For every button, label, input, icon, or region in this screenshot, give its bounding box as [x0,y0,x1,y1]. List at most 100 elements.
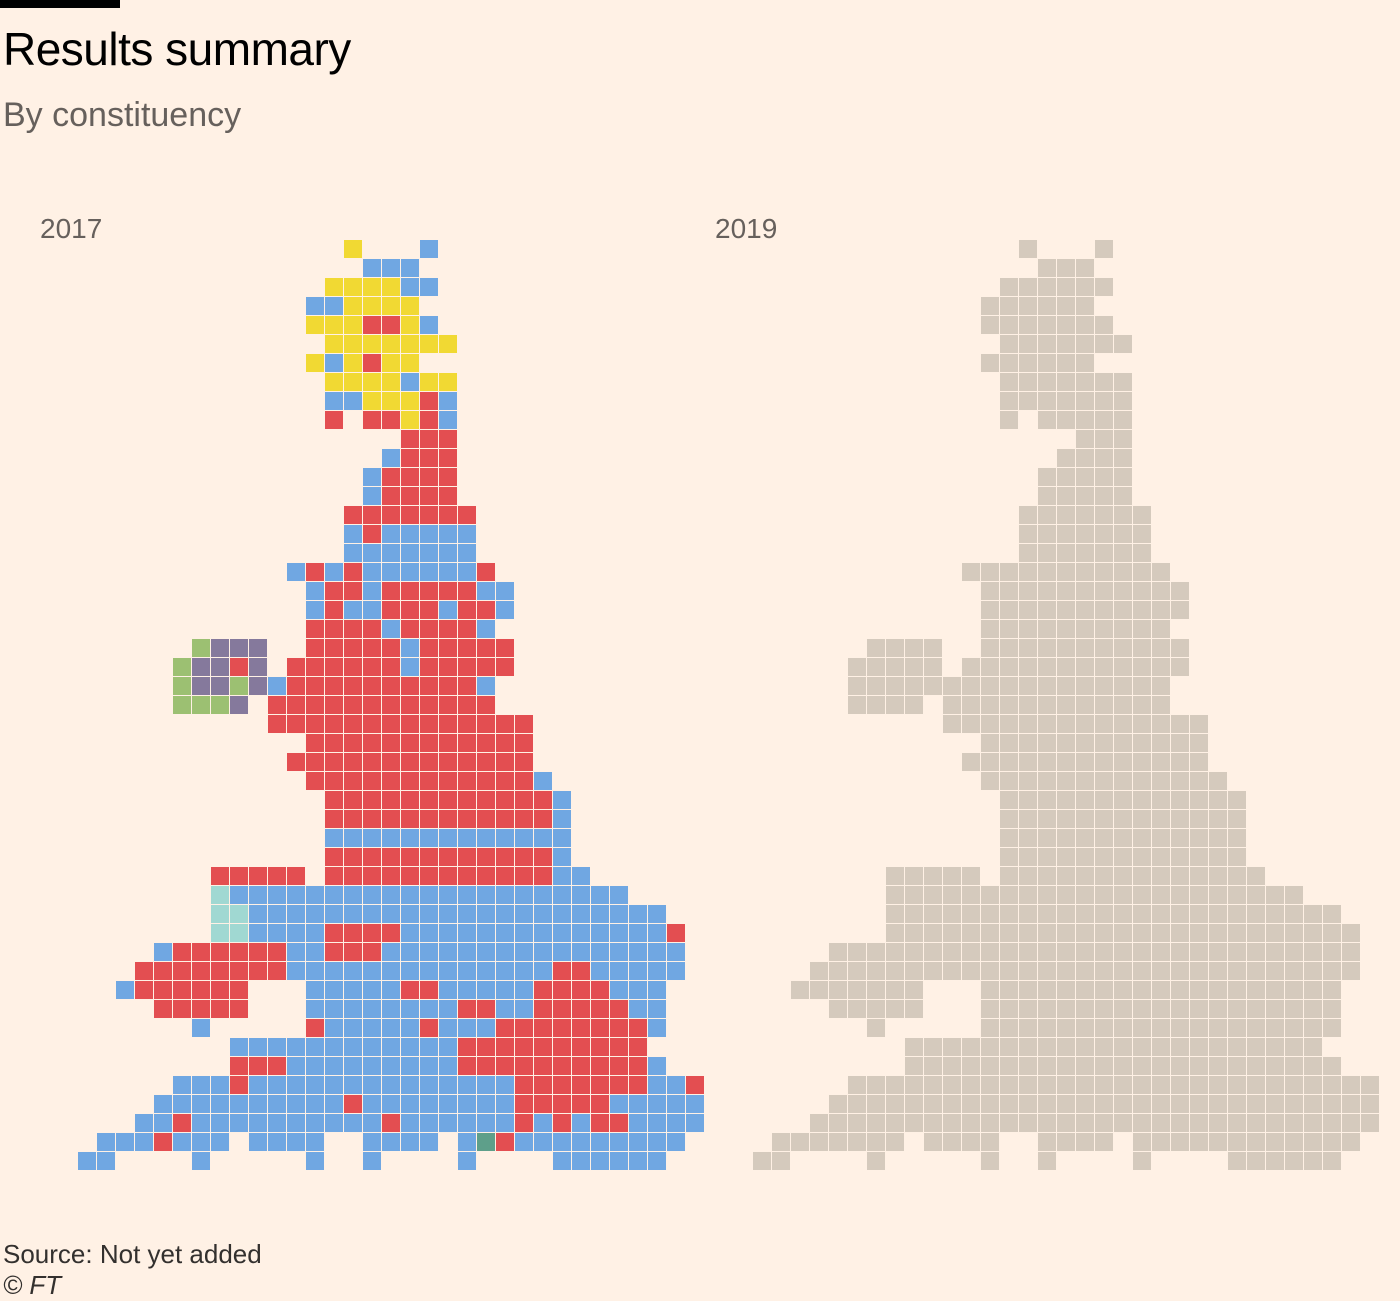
constituency-cell-2017-conservative[interactable] [306,1076,324,1094]
constituency-cell-2017-labour[interactable] [306,734,324,752]
constituency-cell-2019-pending[interactable] [1209,867,1227,885]
constituency-cell-2019-pending[interactable] [981,1000,999,1018]
constituency-cell-2019-pending[interactable] [1133,753,1151,771]
constituency-cell-2017-conservative[interactable] [287,1076,305,1094]
constituency-cell-2017-conservative[interactable] [515,886,533,904]
constituency-cell-2019-pending[interactable] [924,1133,942,1151]
constituency-cell-2017-conservative[interactable] [496,582,514,600]
constituency-cell-2019-pending[interactable] [1057,981,1075,999]
constituency-cell-2019-pending[interactable] [1114,753,1132,771]
constituency-cell-2019-pending[interactable] [886,1114,904,1132]
constituency-cell-2017-labour[interactable] [515,1076,533,1094]
constituency-cell-2017-conservative[interactable] [401,905,419,923]
constituency-cell-2017-conservative[interactable] [591,943,609,961]
constituency-cell-2017-labour[interactable] [515,1057,533,1075]
constituency-cell-2017-conservative[interactable] [439,1057,457,1075]
constituency-cell-2017-labour[interactable] [477,848,495,866]
constituency-cell-2017-conservative[interactable] [401,544,419,562]
constituency-cell-2019-pending[interactable] [1209,943,1227,961]
constituency-cell-2017-labour[interactable] [534,867,552,885]
constituency-cell-2017-conservative[interactable] [458,544,476,562]
constituency-cell-2017-labour[interactable] [249,962,267,980]
constituency-cell-2019-pending[interactable] [1190,981,1208,999]
constituency-cell-2019-pending[interactable] [829,981,847,999]
constituency-cell-2019-pending[interactable] [867,981,885,999]
constituency-cell-2017-conservative[interactable] [325,297,343,315]
constituency-cell-2017-conservative[interactable] [344,829,362,847]
constituency-cell-2017-conservative[interactable] [306,886,324,904]
constituency-cell-2017-labour[interactable] [154,981,172,999]
constituency-cell-2017-labour[interactable] [477,563,495,581]
constituency-cell-2019-pending[interactable] [1000,715,1018,733]
constituency-cell-2019-pending[interactable] [1057,1114,1075,1132]
constituency-cell-2019-pending[interactable] [1152,848,1170,866]
constituency-cell-2019-pending[interactable] [1247,943,1265,961]
constituency-cell-2019-pending[interactable] [1152,1000,1170,1018]
constituency-cell-2017-conservative[interactable] [363,905,381,923]
constituency-cell-2017-labour[interactable] [363,943,381,961]
constituency-cell-2019-pending[interactable] [1000,1114,1018,1132]
constituency-cell-2019-pending[interactable] [1209,1019,1227,1037]
constituency-cell-2019-pending[interactable] [1190,962,1208,980]
constituency-cell-2019-pending[interactable] [1038,962,1056,980]
constituency-cell-2017-labour[interactable] [135,962,153,980]
constituency-cell-2017-labour[interactable] [382,487,400,505]
constituency-cell-2017-labour[interactable] [458,734,476,752]
constituency-cell-2017-labour[interactable] [477,639,495,657]
constituency-cell-2017-conservative[interactable] [344,1114,362,1132]
constituency-cell-2017-conservative[interactable] [572,943,590,961]
constituency-cell-2019-pending[interactable] [1133,810,1151,828]
constituency-cell-2019-pending[interactable] [867,658,885,676]
constituency-cell-2017-labour[interactable] [306,563,324,581]
constituency-cell-2019-pending[interactable] [981,1019,999,1037]
constituency-cell-2017-conservative[interactable] [78,1152,96,1170]
constituency-cell-2017-conservative[interactable] [363,487,381,505]
constituency-cell-2017-plaid-cymru[interactable] [230,905,248,923]
constituency-cell-2019-pending[interactable] [1190,810,1208,828]
constituency-cell-2017-labour[interactable] [363,525,381,543]
constituency-cell-2017-conservative[interactable] [401,1133,419,1151]
constituency-cell-2019-pending[interactable] [1266,981,1284,999]
constituency-cell-2019-pending[interactable] [1038,620,1056,638]
constituency-cell-2017-labour[interactable] [287,658,305,676]
constituency-cell-2017-conservative[interactable] [420,886,438,904]
constituency-cell-2017-labour[interactable] [420,430,438,448]
constituency-cell-2017-conservative[interactable] [496,601,514,619]
constituency-cell-2019-pending[interactable] [905,696,923,714]
constituency-cell-2019-pending[interactable] [924,943,942,961]
constituency-cell-2019-pending[interactable] [1190,829,1208,847]
constituency-cell-2017-conservative[interactable] [382,449,400,467]
constituency-cell-2019-pending[interactable] [1285,1133,1303,1151]
constituency-cell-2019-pending[interactable] [1152,677,1170,695]
constituency-cell-2019-pending[interactable] [1285,1152,1303,1170]
constituency-cell-2019-pending[interactable] [905,943,923,961]
constituency-cell-2017-conservative[interactable] [344,392,362,410]
constituency-cell-2019-pending[interactable] [1076,354,1094,372]
constituency-cell-2019-pending[interactable] [1171,981,1189,999]
constituency-cell-2017-conservative[interactable] [230,1038,248,1056]
constituency-cell-2017-labour[interactable] [534,1038,552,1056]
constituency-cell-2019-pending[interactable] [810,1114,828,1132]
constituency-cell-2019-pending[interactable] [962,1133,980,1151]
constituency-cell-2017-labour[interactable] [363,354,381,372]
constituency-cell-2017-conservative[interactable] [401,924,419,942]
constituency-cell-2017-conservative[interactable] [325,1038,343,1056]
constituency-cell-2019-pending[interactable] [1228,1057,1246,1075]
constituency-cell-2017-conservative[interactable] [401,1114,419,1132]
constituency-cell-2019-pending[interactable] [1114,620,1132,638]
constituency-cell-2019-pending[interactable] [1114,715,1132,733]
constituency-cell-2019-pending[interactable] [1266,1133,1284,1151]
constituency-cell-2019-pending[interactable] [1114,449,1132,467]
constituency-cell-2019-pending[interactable] [981,1038,999,1056]
constituency-cell-2017-labour[interactable] [439,449,457,467]
constituency-cell-2019-pending[interactable] [943,1095,961,1113]
constituency-cell-2019-pending[interactable] [1076,1095,1094,1113]
constituency-cell-2017-dup[interactable] [249,677,267,695]
constituency-cell-2017-labour[interactable] [496,867,514,885]
constituency-cell-2019-pending[interactable] [1095,829,1113,847]
constituency-cell-2019-pending[interactable] [1342,1095,1360,1113]
constituency-cell-2019-pending[interactable] [1266,905,1284,923]
constituency-cell-2019-pending[interactable] [1190,1076,1208,1094]
constituency-cell-2019-pending[interactable] [1152,791,1170,809]
constituency-cell-2019-pending[interactable] [905,1076,923,1094]
